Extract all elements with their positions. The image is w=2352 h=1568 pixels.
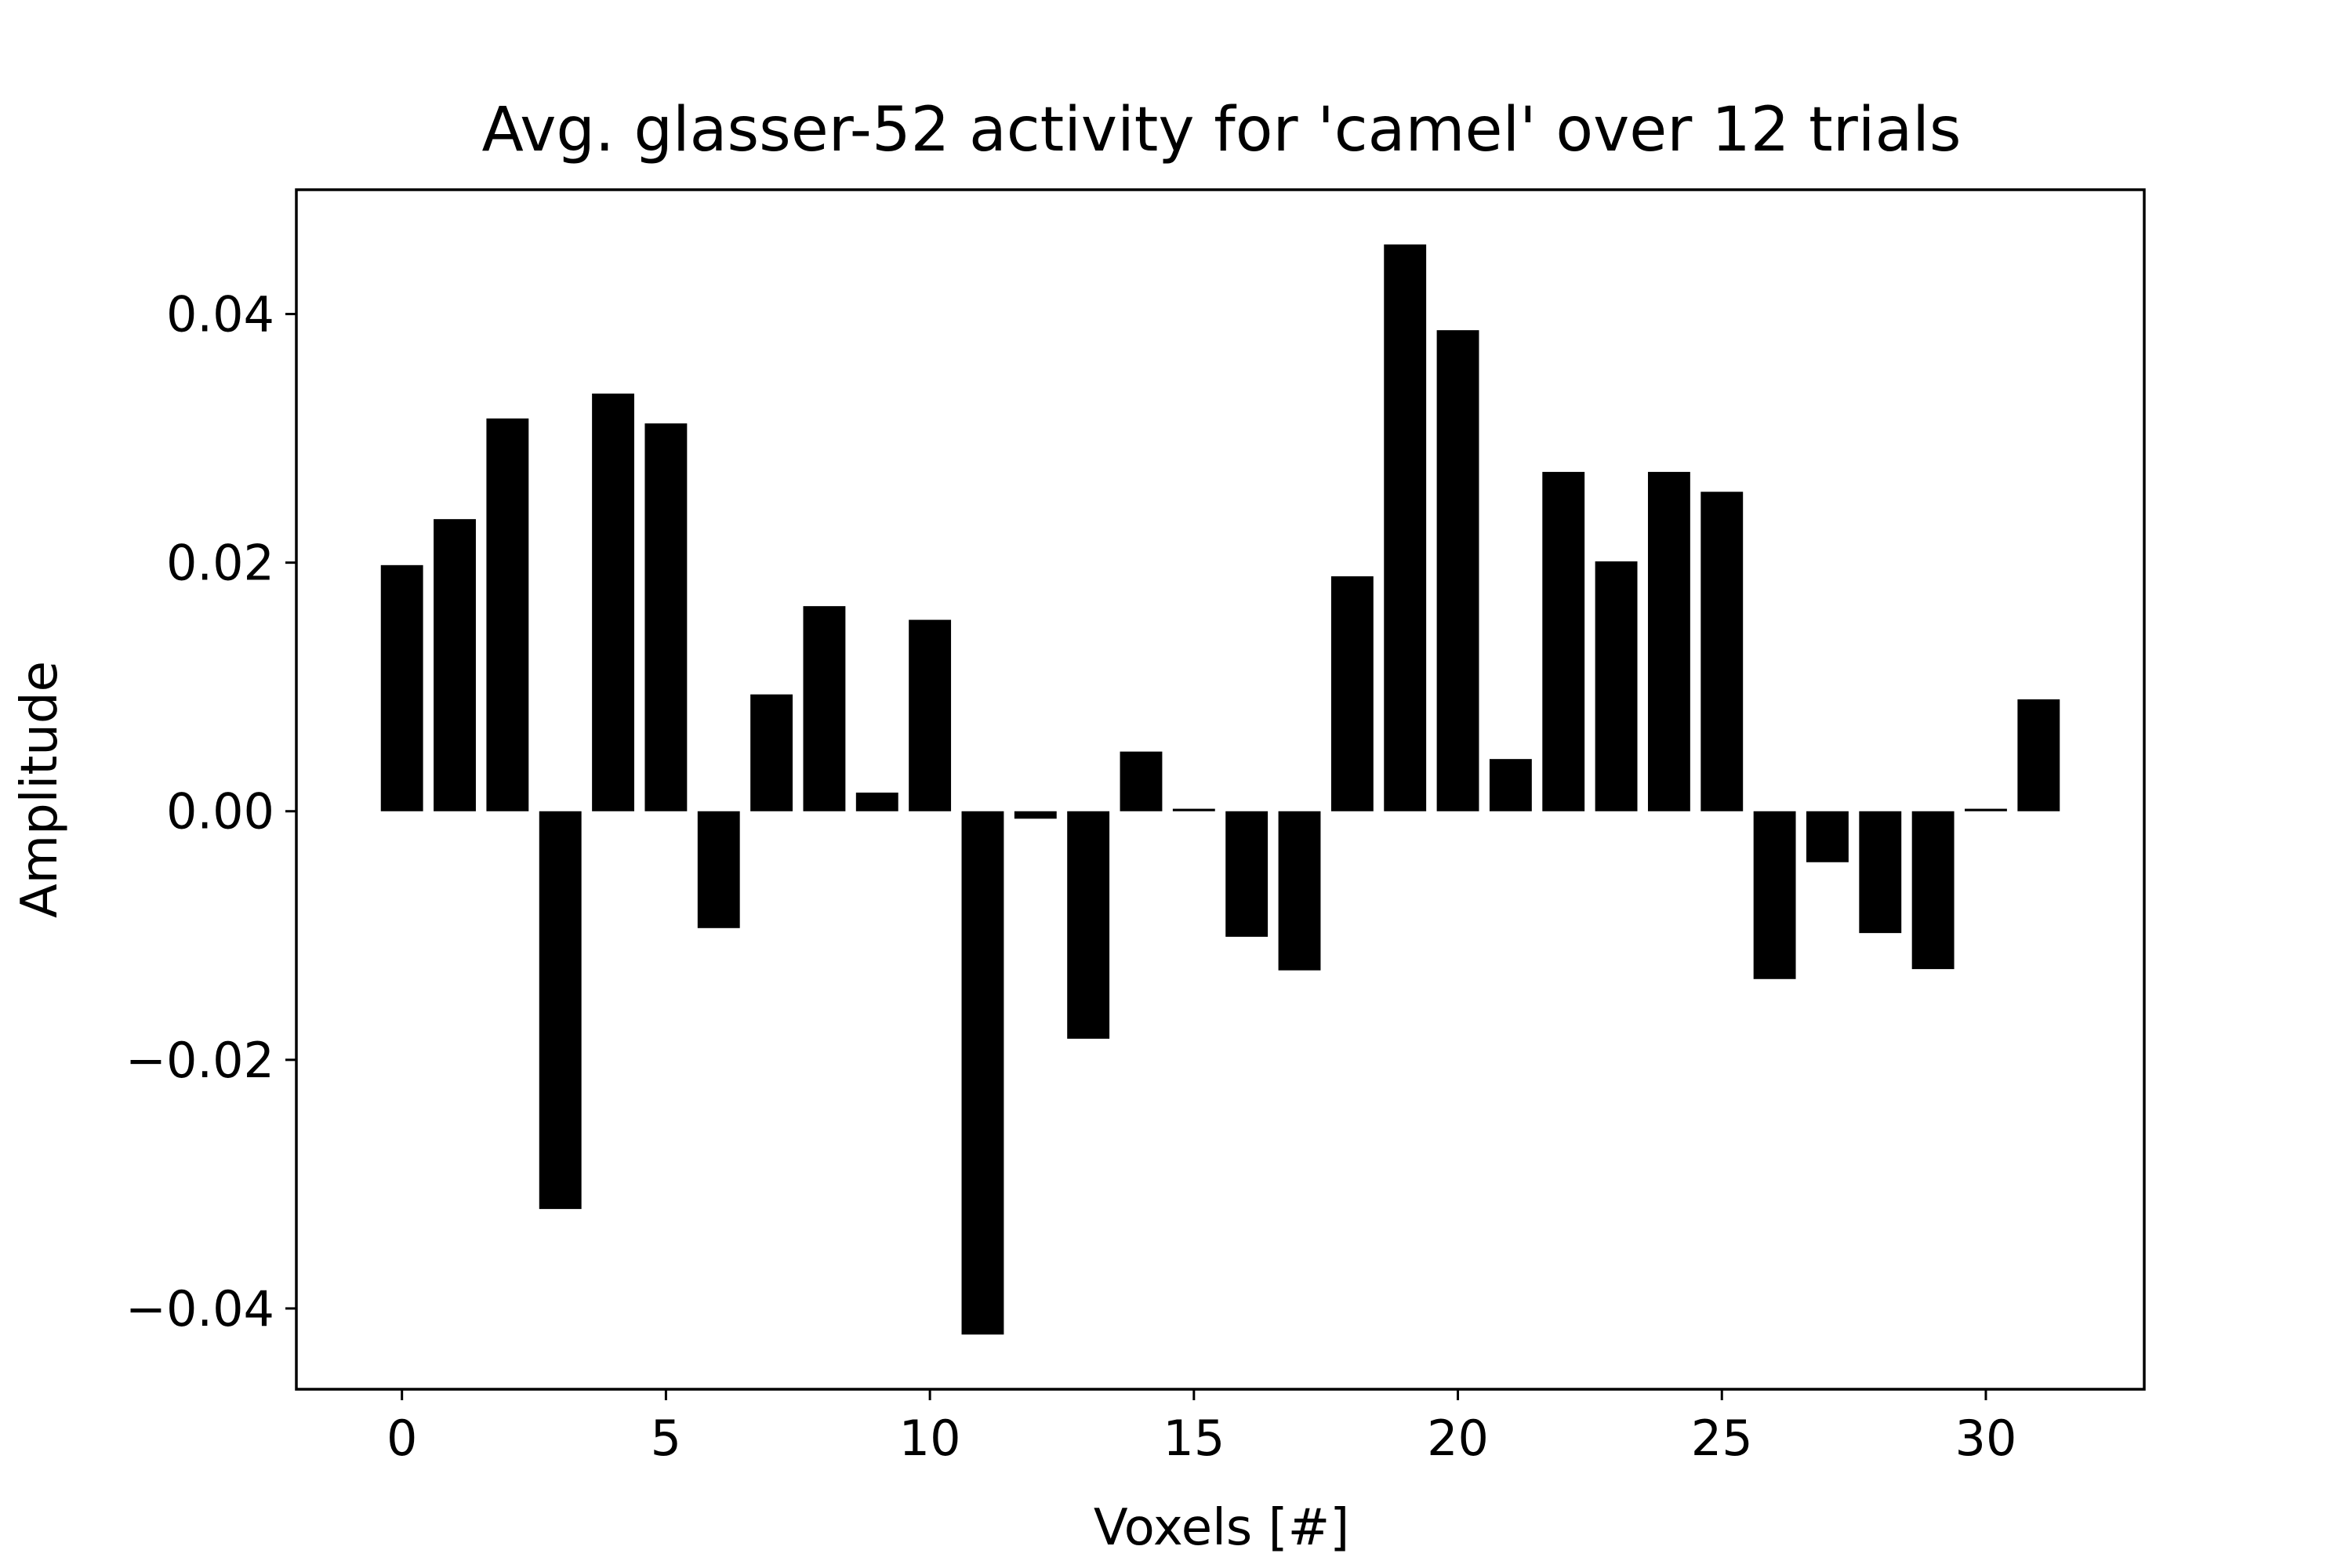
bar-voxel-30: [1965, 808, 2007, 811]
bar-voxel-9: [855, 792, 898, 811]
y-axis-label: Amplitude: [11, 661, 69, 918]
plot-frame: [295, 188, 2146, 1391]
bar-voxel-29: [1911, 811, 1955, 970]
bars-layer: [380, 244, 2060, 1335]
bar-voxel-4: [592, 394, 634, 811]
y-tick-label: −0.02: [125, 1032, 274, 1089]
bar-voxel-24: [1647, 471, 1690, 811]
x-tick-label: 0: [387, 1410, 417, 1467]
bar-voxel-23: [1595, 561, 1638, 811]
bar-voxel-27: [1806, 811, 1849, 862]
bar-voxel-6: [697, 811, 740, 928]
x-tick-label: 5: [651, 1410, 681, 1467]
x-axis-label: Voxels [#]: [1094, 1499, 1349, 1557]
bar-voxel-25: [1700, 492, 1744, 811]
bar-voxel-22: [1542, 471, 1585, 811]
bar-voxel-3: [539, 811, 582, 1210]
chart-title: Avg. glasser-52 activity for 'camel' ove…: [481, 95, 1961, 165]
y-tick-label: 0.02: [166, 535, 274, 592]
bar-voxel-2: [486, 418, 529, 811]
x-tick-label: 15: [1163, 1410, 1225, 1467]
bar-voxel-28: [1859, 811, 1902, 934]
x-tick-label: 10: [899, 1410, 961, 1467]
bar-voxel-26: [1753, 811, 1796, 979]
x-tick-label: 30: [1955, 1410, 2017, 1467]
x-tick-label: 25: [1691, 1410, 1753, 1467]
bar-voxel-5: [644, 423, 688, 811]
y-tick-label: 0.04: [166, 286, 274, 343]
bar-voxel-13: [1067, 811, 1110, 1039]
bar-voxel-17: [1278, 811, 1321, 971]
bar-voxel-21: [1489, 759, 1532, 811]
y-tick-label: −0.04: [125, 1280, 274, 1338]
bar-voxel-8: [803, 606, 846, 811]
bar-voxel-16: [1225, 811, 1269, 937]
bar-voxel-11: [961, 811, 1004, 1335]
bar-voxel-31: [2017, 699, 2060, 811]
bar-voxel-18: [1330, 576, 1374, 811]
bar-voxel-10: [909, 619, 952, 811]
x-tick-label: 20: [1427, 1410, 1489, 1467]
axes-layer: 0 5 10 15 20 25 30 0.04 0.02 0.00 −0.02 −0.04: [125, 286, 2016, 1467]
bar-voxel-15: [1172, 808, 1215, 811]
bar-voxel-14: [1120, 751, 1163, 811]
bar-voxel-1: [434, 519, 476, 811]
bar-voxel-19: [1384, 244, 1427, 811]
bar-voxel-7: [750, 694, 793, 811]
bar-voxel-12: [1014, 811, 1057, 819]
y-tick-label: 0.00: [166, 783, 274, 840]
bar-voxel-20: [1436, 330, 1479, 811]
bar-voxel-0: [380, 564, 423, 811]
